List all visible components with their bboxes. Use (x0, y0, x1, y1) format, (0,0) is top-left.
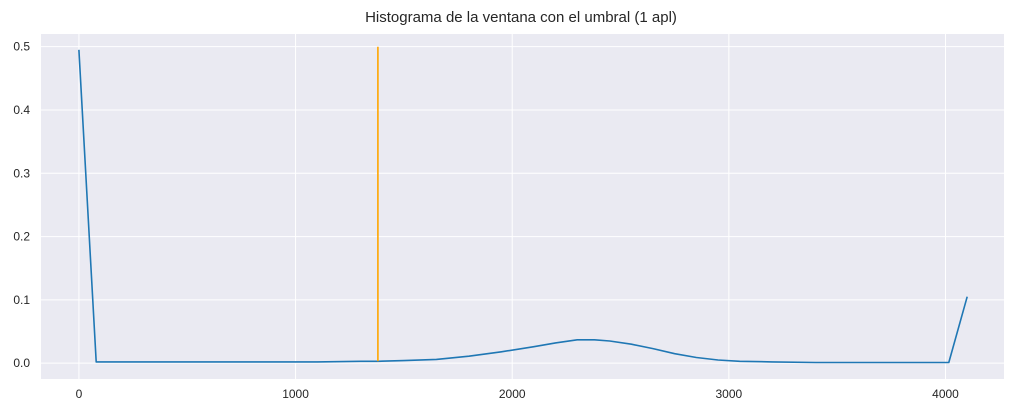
x-tick-label: 1000 (282, 387, 309, 401)
grid-lines (41, 34, 1004, 379)
x-tick-label: 0 (76, 387, 83, 401)
chart-title: Histograma de la ventana con el umbral (… (365, 9, 677, 26)
y-tick-label: 0.0 (13, 356, 30, 370)
x-tick-label: 3000 (716, 387, 743, 401)
y-tick-label: 0.1 (13, 293, 30, 307)
y-axis-ticks: 0.0 0.1 0.2 0.3 0.4 0.5 (13, 40, 30, 371)
y-tick-label: 0.3 (13, 166, 30, 180)
x-axis-ticks: 0 1000 2000 3000 4000 (76, 387, 960, 401)
y-tick-label: 0.4 (13, 103, 30, 117)
histogram-line (78, 49, 968, 364)
y-tick-label: 0.5 (13, 40, 30, 54)
x-tick-label: 4000 (932, 387, 959, 401)
x-tick-label: 2000 (499, 387, 526, 401)
plot-area (41, 34, 1004, 379)
series-lines (78, 46, 968, 364)
y-tick-label: 0.2 (13, 230, 30, 244)
